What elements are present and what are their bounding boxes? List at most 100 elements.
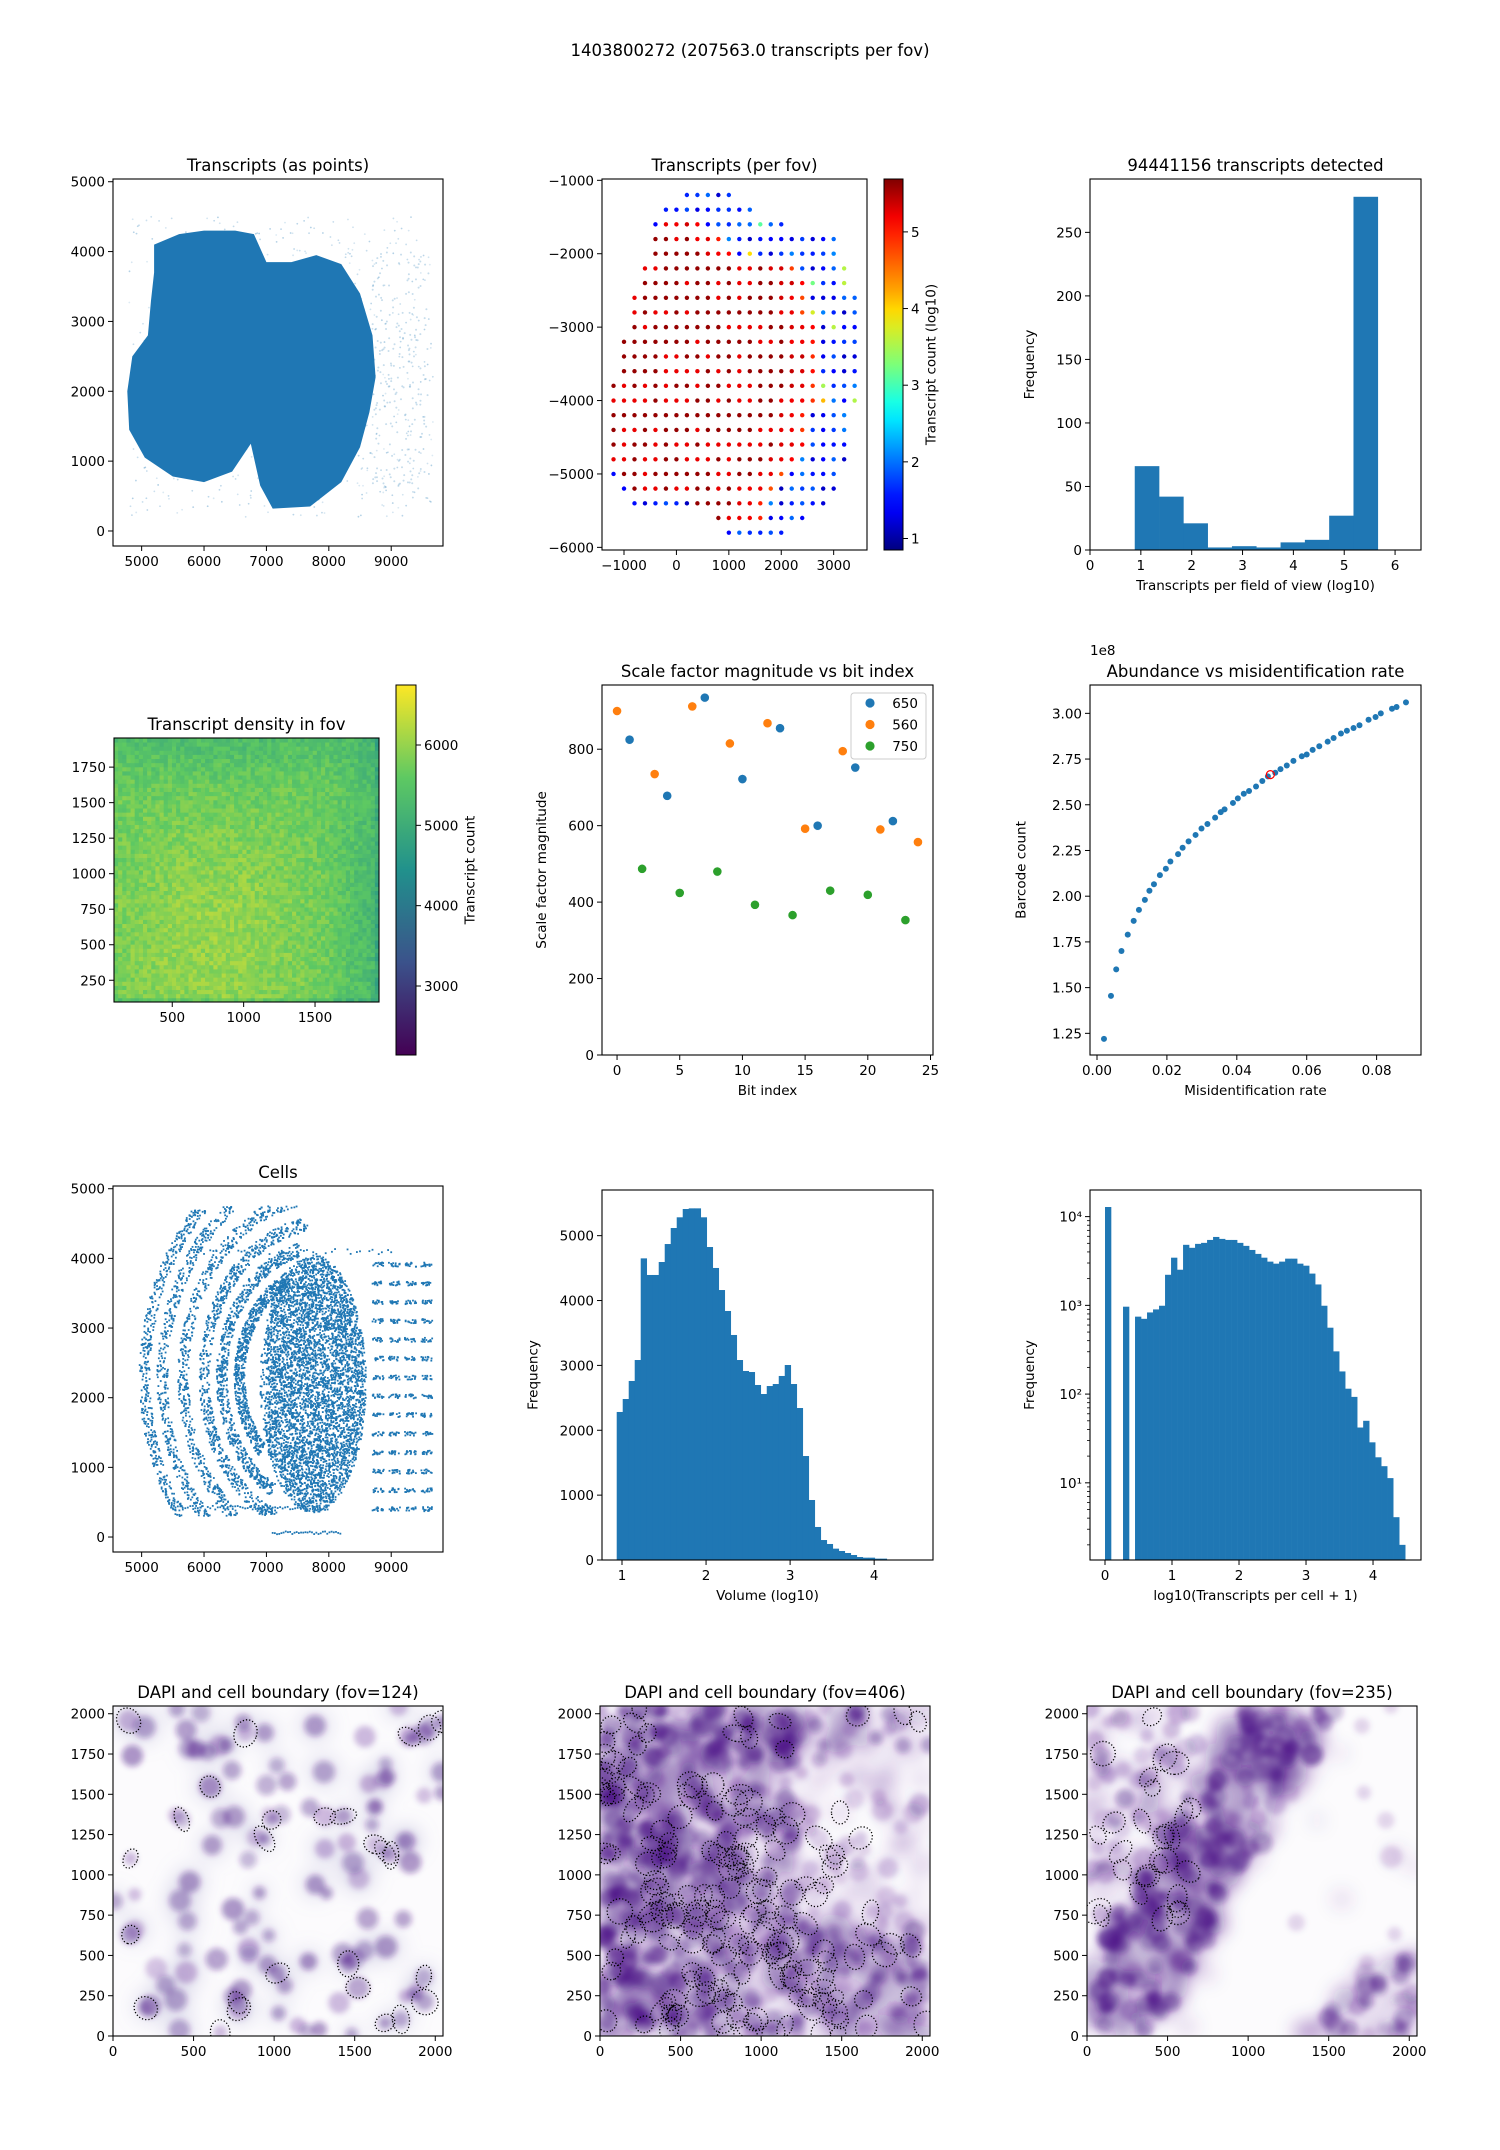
heatmap-cell (163, 746, 169, 751)
heatmap-cell (221, 754, 227, 760)
heatmap-cell (225, 964, 231, 970)
heatmap-cell (325, 746, 330, 751)
transcript-point (381, 299, 384, 302)
heatmap-cell (246, 828, 252, 834)
heatmap-cell (308, 960, 314, 966)
heatmap-cell (118, 762, 123, 768)
fov-point (705, 457, 711, 462)
heatmap-cell (138, 808, 144, 813)
transcript-point (368, 240, 371, 243)
fov-point (747, 236, 753, 242)
heatmap-cell (333, 799, 338, 805)
heatmap-cell (176, 758, 181, 764)
heatmap-cell (250, 989, 256, 995)
fov-point (789, 324, 794, 330)
heatmap-cell (209, 948, 214, 953)
fov-point (695, 222, 700, 227)
heatmap-cell (316, 985, 322, 991)
heatmap-cell (263, 870, 268, 875)
transcript-point (417, 487, 420, 490)
heatmap-cell (142, 997, 148, 1002)
heatmap-cell (229, 960, 235, 966)
heatmap-cell (159, 746, 165, 751)
fov-point (758, 266, 763, 271)
heatmap-cell (287, 750, 293, 755)
heatmap-cell (325, 911, 330, 916)
heatmap-cell (180, 890, 185, 896)
heatmap-cell (234, 742, 239, 747)
transcript-point (430, 464, 433, 467)
heatmap-cell (292, 894, 297, 900)
heatmap-cell (217, 882, 223, 887)
heatmap-cell (163, 919, 169, 925)
heatmap-cell (254, 927, 260, 933)
heatmap-cell (329, 890, 334, 896)
heatmap-cell (329, 824, 334, 830)
heatmap-cell (250, 775, 256, 780)
transcript-point (415, 328, 418, 331)
heatmap-cell (238, 915, 243, 920)
heatmap-cell (130, 791, 136, 797)
transcript-point (414, 353, 417, 356)
heatmap-cell (308, 758, 314, 764)
heatmap-cell (138, 989, 144, 995)
heatmap-cell (151, 841, 156, 846)
heatmap-cell (114, 853, 119, 859)
heatmap-cell (163, 894, 169, 900)
heatmap-cell (171, 746, 177, 751)
heatmap-cell (200, 948, 206, 953)
heatmap-cell (267, 952, 272, 958)
heatmap-cell (300, 828, 305, 834)
heatmap-cell (246, 779, 252, 784)
heatmap-cell (114, 997, 119, 1002)
heatmap-cell (296, 783, 301, 788)
heatmap-cell (196, 791, 202, 797)
heatmap-cell (337, 894, 343, 900)
heatmap-cell (316, 948, 322, 953)
heatmap-cell (325, 766, 330, 772)
transcript-point (263, 505, 266, 507)
transcript-point (267, 511, 269, 514)
heatmap-cell (254, 952, 260, 958)
heatmap-cell (126, 799, 131, 805)
heatmap-cell (147, 738, 152, 743)
heatmap-cell (329, 861, 334, 867)
heatmap-cell (275, 812, 281, 817)
heatmap-cell (205, 898, 210, 904)
heatmap-cell (188, 898, 194, 904)
heatmap-cell (217, 828, 223, 834)
heatmap-cell (126, 771, 131, 776)
heatmap-cell (221, 766, 227, 772)
heatmap-cell (287, 985, 293, 991)
heatmap-cell (279, 993, 285, 999)
heatmap-cell (254, 828, 260, 834)
heatmap-cell (275, 944, 281, 949)
heatmap-cell (200, 997, 206, 1002)
heatmap-cell (142, 841, 148, 846)
heatmap-cell (312, 758, 318, 764)
heatmap-cell (163, 973, 169, 978)
transcript-point (375, 472, 378, 475)
heatmap-cell (142, 771, 148, 776)
heatmap-cell (176, 824, 181, 830)
fov-point (716, 486, 721, 491)
heatmap-cell (296, 894, 301, 900)
heatmap-cell (258, 890, 264, 896)
heatmap-cell (171, 919, 177, 925)
heatmap-cell (114, 808, 119, 813)
transcript-point (266, 253, 269, 256)
heatmap-cell (192, 849, 198, 854)
transcript-point (396, 297, 398, 299)
heatmap-cell (167, 993, 173, 999)
heatmap-cell (246, 886, 252, 892)
heatmap-cell (287, 758, 293, 764)
heatmap-cell (126, 969, 131, 974)
heatmap-cell (213, 750, 218, 755)
fov-point (820, 442, 826, 447)
heatmap-cell (159, 919, 165, 925)
transcript-point (424, 279, 426, 281)
fov-point (674, 427, 679, 433)
heatmap-cell (142, 791, 148, 797)
heatmap-cell (258, 754, 264, 760)
heatmap-cell (217, 771, 223, 776)
